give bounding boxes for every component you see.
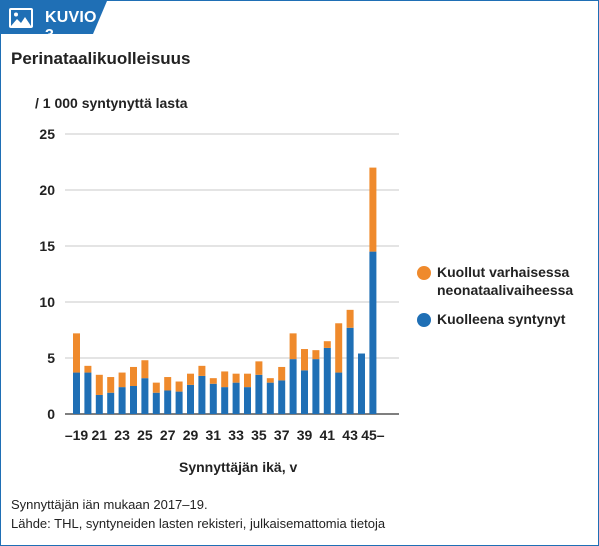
bar-segment [232, 373, 240, 383]
x-tick-labels: –19 21 23 25 27 29 31 33 35 37 39 41 43 45– [65, 427, 385, 443]
footnote: Synnyttäjän iän mukaan 2017–19. Lähde: T… [11, 495, 385, 533]
bar-segment [278, 380, 286, 414]
bar-segment [130, 366, 137, 386]
x-tick-label: 45– [361, 427, 385, 443]
bar-segment [221, 371, 229, 388]
bar-segment [209, 378, 217, 384]
bar-segment [164, 390, 172, 414]
bar-segment [141, 378, 149, 414]
x-tick-label: 43 [342, 427, 358, 443]
bar-segment [141, 360, 149, 379]
bar-segment [118, 372, 126, 388]
bar-segment [198, 375, 206, 414]
legend-label-neonatal: Kuollut varhaisessa neonataalivaiheessa [437, 263, 573, 299]
bar-segment [95, 394, 103, 414]
x-tick-label: –19 [65, 427, 89, 443]
legend-label-stillborn: Kuolleena syntynyt [437, 311, 566, 327]
bar-segment [312, 350, 320, 360]
y-axis-unit-label: / 1 000 syntynyttä lasta [35, 95, 188, 111]
bar-segment [358, 353, 365, 414]
bar-segment [187, 384, 194, 414]
x-tick-label: 27 [160, 427, 176, 443]
x-tick-label: 35 [251, 427, 267, 443]
x-tick-label: 23 [114, 427, 130, 443]
bar-segment [118, 387, 126, 414]
bar-chart: 0 5 10 15 20 25 –19 21 23 25 27 29 31 33 35 37 39 41 43 45… [39, 126, 399, 443]
bar-segment [107, 377, 115, 393]
bar-segment [73, 333, 80, 373]
footnote-line-1: Synnyttäjän iän mukaan 2017–19. [11, 497, 208, 512]
bar-segment [323, 341, 331, 348]
bar-segment [346, 327, 354, 414]
bar-segment [289, 359, 297, 414]
legend-label-line1: Kuollut varhaisessa [437, 264, 570, 280]
figure-header-tab: KUVIO 3. [1, 1, 107, 44]
legend-label-line2: neonataalivaiheessa [437, 282, 574, 298]
bar-segment [301, 370, 308, 414]
bar-segment [209, 383, 217, 414]
y-tick-label: 15 [39, 238, 55, 254]
bar-segment [244, 387, 251, 414]
x-tick-label: 25 [137, 427, 153, 443]
footnote-line-2: Lähde: THL, syntyneiden lasten rekisteri… [11, 516, 386, 531]
bar-segment [164, 377, 172, 391]
legend-swatch-blue [417, 313, 431, 327]
bars [73, 167, 377, 414]
x-tick-label: 41 [320, 427, 336, 443]
bar-segment [244, 373, 251, 388]
bar-segment [175, 391, 183, 414]
bar-segment [278, 366, 286, 381]
x-tick-label: 31 [206, 427, 222, 443]
y-tick-label: 0 [47, 406, 55, 422]
bar-segment [84, 372, 92, 414]
bar-segment [187, 373, 194, 385]
bar-segment [369, 167, 377, 252]
bar-segment [312, 359, 320, 414]
bar-segment [335, 323, 343, 373]
legend-swatch-orange [417, 266, 431, 280]
y-tick-label: 20 [39, 182, 55, 198]
x-tick-label: 39 [297, 427, 313, 443]
x-tick-label: 29 [183, 427, 199, 443]
bar-segment [152, 392, 160, 414]
bar-segment [266, 382, 274, 414]
x-tick-label: 37 [274, 427, 290, 443]
x-tick-label: 33 [228, 427, 244, 443]
bar-segment [266, 378, 274, 383]
bar-segment [323, 347, 331, 414]
figure-label: KUVIO 3. [45, 9, 97, 44]
bar-segment [175, 381, 183, 392]
bar-segment [346, 309, 354, 328]
y-tick-labels: 0 5 10 15 20 25 [39, 126, 55, 422]
bar-segment [369, 251, 377, 414]
y-tick-label: 10 [39, 294, 55, 310]
bar-segment [152, 382, 160, 393]
chart-title: Perinataalikuolleisuus [11, 49, 191, 68]
bar-segment [255, 374, 263, 414]
bar-segment [255, 361, 263, 375]
x-axis-label: Synnyttäjän ikä, v [179, 459, 298, 475]
bar-segment [107, 392, 115, 414]
bar-segment [198, 365, 206, 376]
bar-segment [73, 372, 80, 414]
y-tick-label: 25 [39, 126, 55, 142]
header-tab-shape [1, 1, 107, 34]
bar-segment [130, 386, 137, 414]
x-tick-label: 21 [92, 427, 108, 443]
bar-segment [289, 333, 297, 360]
bar-segment [232, 382, 240, 414]
y-tick-label: 5 [47, 350, 55, 366]
bar-segment [84, 365, 92, 373]
bar-segment [95, 374, 103, 395]
bar-segment [335, 372, 343, 414]
bar-segment [301, 349, 308, 371]
image-icon [9, 8, 33, 28]
bar-segment [221, 387, 229, 414]
